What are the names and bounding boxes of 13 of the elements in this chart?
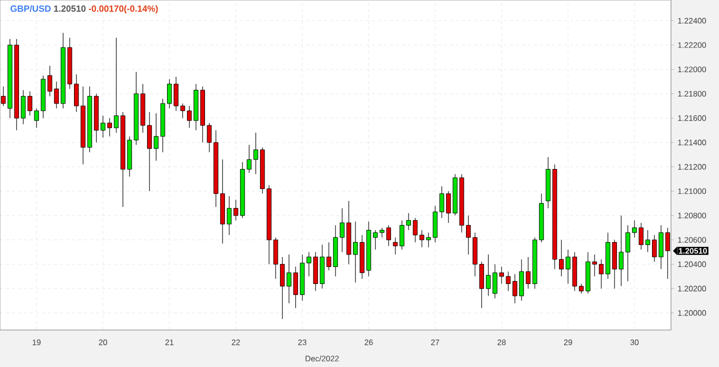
annotation: 1.20510 xyxy=(54,5,86,12)
candlestick xyxy=(392,237,398,255)
candlestick xyxy=(20,90,26,125)
candlestick xyxy=(253,132,258,174)
candlestick xyxy=(206,122,212,153)
candlestick xyxy=(226,196,232,236)
annotation: -0.00170(-0.14%) xyxy=(88,5,158,14)
candlestick xyxy=(412,218,418,243)
chart-title: GBP/USD xyxy=(10,5,51,12)
candlestick xyxy=(645,230,650,252)
candlestick xyxy=(506,271,511,292)
candlestick xyxy=(114,37,119,134)
candlestick xyxy=(598,259,604,289)
